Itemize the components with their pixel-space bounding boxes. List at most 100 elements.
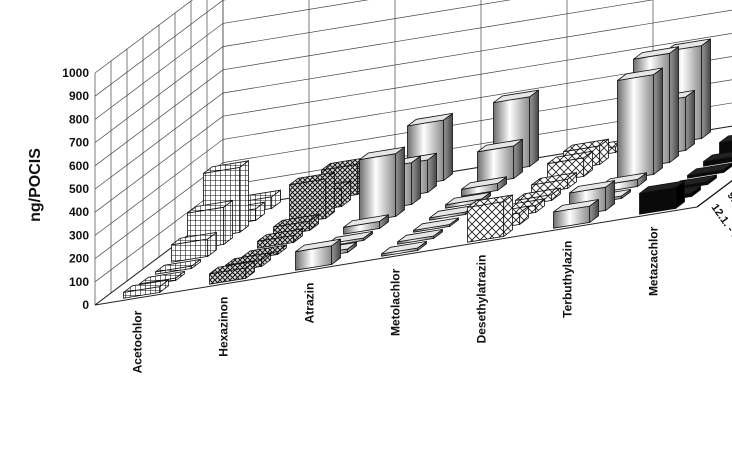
- y-tick-label: 0: [82, 298, 89, 312]
- bar: [171, 231, 217, 263]
- bar-side: [325, 171, 335, 220]
- category-label: Terbuthylazin: [561, 241, 575, 318]
- bar-front: [467, 201, 505, 243]
- y-tick-label: 300: [69, 228, 89, 242]
- bar-top: [225, 252, 271, 266]
- bar-side: [223, 199, 233, 246]
- bar-front: [719, 140, 732, 155]
- bar-top: [155, 259, 201, 273]
- bar-side: [411, 155, 421, 206]
- bar: [617, 67, 663, 181]
- category-label: Atrazin: [303, 283, 317, 324]
- bar-top: [289, 171, 335, 186]
- bar-top: [203, 160, 249, 174]
- bar: [413, 217, 459, 233]
- chart-bars: [123, 38, 732, 299]
- bar-top: [273, 214, 319, 228]
- y-tick-label: 100: [69, 275, 89, 289]
- bar: [209, 260, 255, 285]
- y-tick-label: 700: [69, 136, 89, 150]
- bar: [257, 228, 303, 249]
- bar-top: [515, 187, 561, 201]
- bar-top: [187, 200, 233, 214]
- bar: [343, 214, 389, 235]
- bar-top: [381, 241, 427, 255]
- y-tick-label: 500: [69, 182, 89, 196]
- y-tick-label: 800: [69, 112, 89, 126]
- bar-top: [407, 113, 453, 127]
- bar-side: [529, 89, 539, 168]
- bar-top: [563, 138, 609, 153]
- bar: [719, 135, 732, 155]
- bar: [123, 279, 169, 299]
- bar-top: [553, 199, 599, 213]
- category-label: Desethylatrazin: [475, 255, 489, 344]
- bar: [553, 198, 599, 229]
- bar: [687, 162, 732, 179]
- bar-front: [703, 156, 732, 167]
- bar-top: [461, 176, 507, 190]
- bar-top: [343, 214, 389, 228]
- bar: [295, 238, 341, 271]
- bar-top: [209, 260, 255, 275]
- bar-top: [569, 180, 615, 194]
- category-label: Metazachlor: [647, 226, 661, 296]
- bar-top: [617, 67, 663, 81]
- depth-axis: [696, 180, 732, 208]
- bar: [397, 228, 443, 245]
- bar-top: [719, 135, 732, 143]
- category-label: Metolachlor: [389, 268, 403, 336]
- y-tick-label: 200: [69, 252, 89, 266]
- gridline-y: [94, 0, 193, 74]
- bar: [467, 194, 513, 243]
- y-axis-label: ng/POCIS: [27, 148, 44, 222]
- bar-side: [669, 45, 679, 164]
- bar-top: [123, 279, 169, 293]
- bar-top: [639, 180, 685, 194]
- bar-front: [359, 153, 397, 223]
- category-label: Hexazinon: [217, 297, 231, 357]
- bar-top: [687, 162, 732, 176]
- bar-side: [503, 194, 513, 238]
- bar-side: [701, 38, 711, 140]
- bar: [381, 240, 427, 257]
- bar-front: [617, 74, 655, 181]
- bar-top: [413, 217, 459, 231]
- bar: [155, 258, 201, 275]
- bar-top: [257, 228, 303, 242]
- bar: [477, 138, 523, 185]
- bar: [289, 171, 335, 225]
- bar-side: [443, 112, 453, 182]
- bar: [703, 151, 732, 167]
- bar: [639, 180, 685, 215]
- bar-top: [295, 238, 341, 253]
- bar-top: [139, 271, 185, 285]
- bar-top: [493, 89, 539, 103]
- y-tick-label: 1000: [62, 66, 89, 80]
- bar-side: [395, 146, 405, 218]
- bar-side: [723, 162, 732, 174]
- y-tick-label: 900: [69, 89, 89, 103]
- bar-top: [359, 146, 405, 160]
- y-tick-label: 600: [69, 159, 89, 173]
- bar-side: [239, 160, 249, 234]
- bar-top: [531, 172, 577, 186]
- bar: [359, 146, 405, 223]
- y-tick-label: 400: [69, 205, 89, 219]
- category-label: Acetochlor: [131, 310, 145, 373]
- bar: [461, 176, 507, 197]
- bar-top: [445, 191, 491, 206]
- bar-top: [397, 229, 443, 243]
- bar-top: [547, 150, 593, 165]
- date-label: 12.1. - 9.3.: [709, 202, 732, 252]
- bar-side: [685, 89, 695, 152]
- bar-top: [633, 46, 679, 60]
- bar-top: [477, 138, 523, 153]
- bar: [531, 171, 577, 195]
- bar-top: [171, 232, 217, 246]
- bar-top: [467, 194, 513, 208]
- bar-top: [703, 151, 732, 162]
- bar-side: [653, 67, 663, 176]
